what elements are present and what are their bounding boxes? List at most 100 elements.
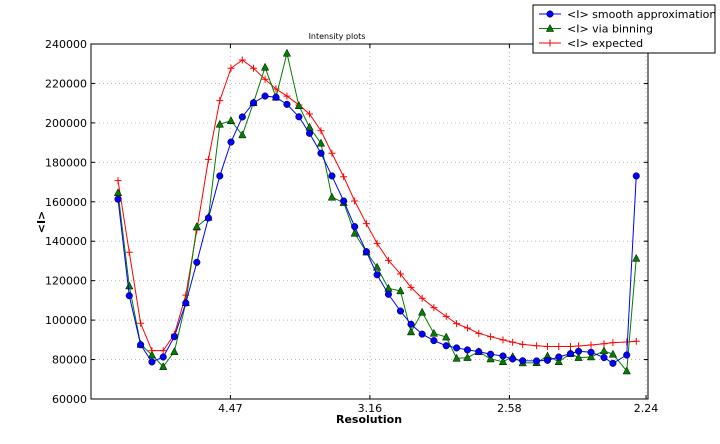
data-point [372,262,382,271]
data-point [362,248,370,256]
data-point [555,353,563,361]
data-point [350,228,359,237]
data-point [261,92,269,100]
data-point [418,294,426,302]
data-point [463,346,471,354]
data-point [475,348,483,356]
data-point [632,172,640,180]
y-tick-label: 80000 [52,354,87,367]
legend-marker [546,10,554,18]
data-point [533,342,541,350]
data-point [114,195,122,203]
data-point [249,64,257,72]
data-point [442,332,451,341]
data-point [429,328,438,337]
data-point [137,341,145,349]
data-point [362,220,370,228]
y-tick-label: 120000 [45,275,87,288]
data-point [519,340,527,348]
data-point [148,358,156,366]
x-axis-label: Resolution [336,413,402,426]
legend-marker [546,39,554,47]
data-point [543,343,551,351]
data-point [575,347,583,355]
data-point [396,270,404,278]
data-point [282,48,292,57]
data-point [238,130,247,139]
data-point [317,149,325,157]
data-point [396,307,404,315]
data-point [327,192,337,201]
data-point [442,342,450,350]
data-point [216,172,224,180]
data-point [407,320,415,328]
chart-title: Intensity plots [309,32,366,41]
data-point [159,353,167,361]
data-point [373,239,381,247]
data-point [316,138,326,147]
data-point [215,119,224,128]
data-point [554,357,563,365]
data-point [204,214,212,222]
data-point [587,341,595,349]
ticks: 60000 80000 100000 120000 140000 160000 180000… [45,38,658,415]
data-point [227,138,235,146]
data-point [632,253,641,262]
y-axis-label: <I> [35,211,48,234]
legend-label: <I> via binning [567,23,653,36]
data-point [340,173,348,181]
data-point [125,281,134,290]
data-point [294,101,304,109]
data-point [238,56,246,64]
data-point [170,347,179,355]
data-point [351,223,359,231]
plot-area [91,44,648,399]
data-point [509,338,517,346]
y-tick-label: 200000 [45,117,87,130]
data-point [600,354,608,362]
data-point [519,357,527,365]
data-point [475,329,483,337]
data-point [351,197,359,205]
data-point [272,93,280,101]
data-point [226,116,236,124]
data-point [487,350,495,358]
data-point [328,172,336,180]
data-point [182,299,190,307]
data-point [418,307,427,316]
data-point [567,343,575,351]
x-tick-label: 4.47 [218,402,243,415]
data-point [418,330,426,338]
data-point [499,336,507,344]
data-point [430,304,438,312]
legend-entry: <I> smooth approximation [539,8,716,21]
data-point [487,333,495,341]
data-point [328,149,336,157]
legend-label: <I> smooth approximation [567,8,716,21]
data-point [566,350,575,358]
data-point [306,110,314,118]
data-point [555,343,563,351]
data-point [609,359,617,367]
data-point [632,337,640,345]
data-point [159,347,167,355]
data-point [430,337,438,345]
data-point [317,127,325,135]
x-tick-label: 3.16 [358,402,383,415]
data-point [406,327,416,336]
data-point [622,366,631,375]
series-circle [114,92,640,367]
data-point [407,283,415,291]
data-point [453,320,461,328]
data-point [193,258,201,266]
data-point [442,312,450,320]
data-point [486,354,495,363]
data-point [586,352,596,361]
data-point [533,357,541,365]
y-tick-label: 160000 [45,196,87,209]
legend-marker [545,23,555,32]
data-point [295,113,303,121]
legend: <I> smooth approximation <I> via binning<… [532,4,716,54]
data-point [599,346,609,355]
data-point [396,286,405,295]
